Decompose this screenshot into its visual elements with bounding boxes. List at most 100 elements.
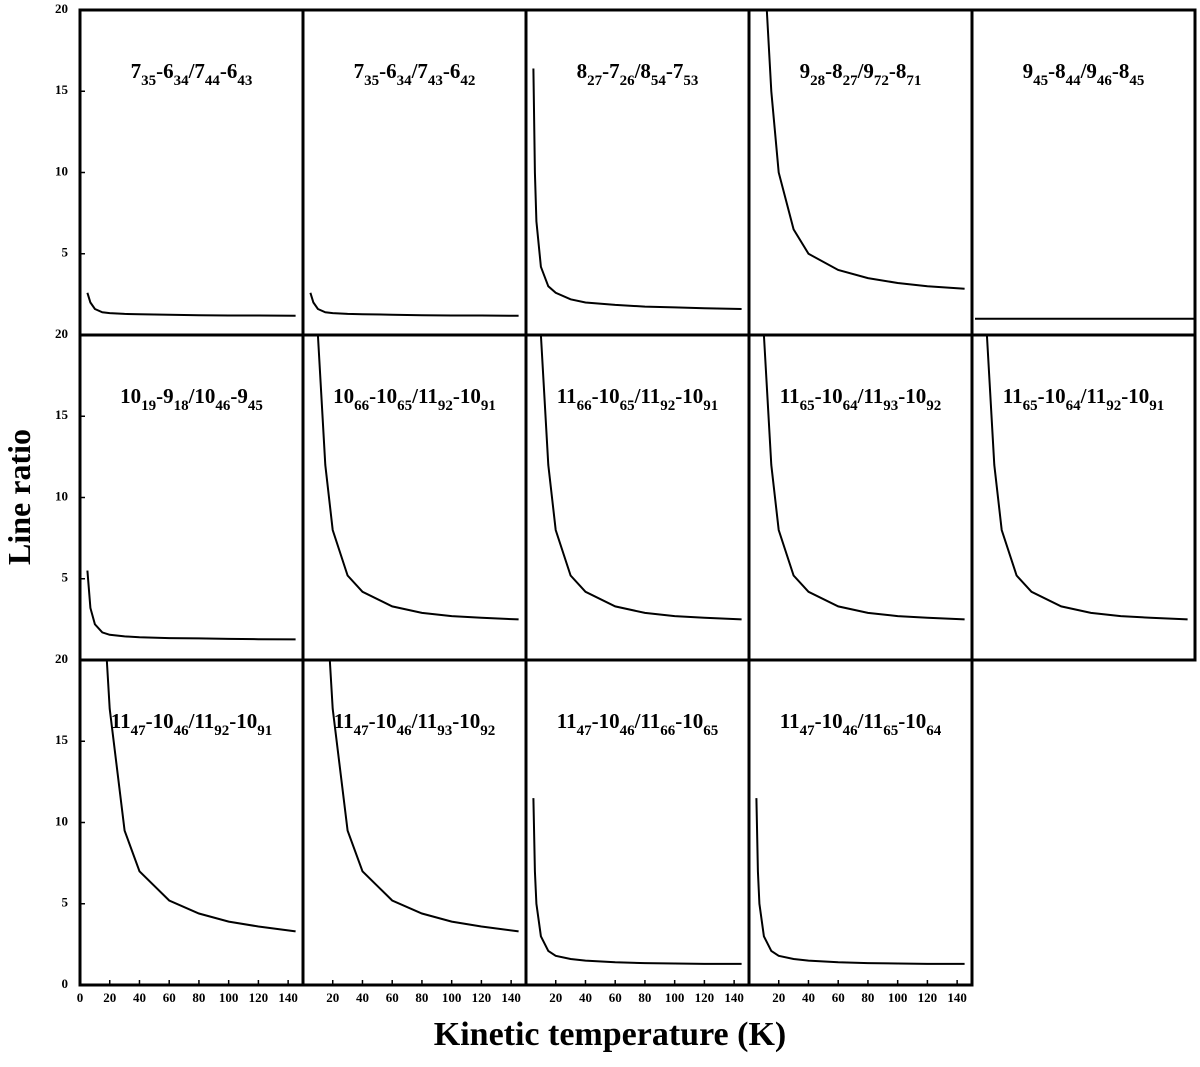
title-subscript: 46 (397, 723, 413, 739)
title-text: -6 (443, 59, 461, 83)
title-subscript: 92 (480, 723, 495, 739)
title-subscript: 46 (215, 398, 231, 414)
title-text: -10 (592, 384, 620, 408)
title-subscript: 65 (703, 723, 718, 739)
title-subscript: 42 (460, 73, 475, 89)
title-text: 11 (1003, 384, 1023, 408)
title-text: -10 (369, 709, 397, 733)
title-text: -10 (1038, 384, 1066, 408)
x-tick-label: 140 (947, 990, 967, 1005)
title-subscript: 34 (397, 73, 413, 89)
title-subscript: 47 (800, 723, 816, 739)
x-tick-label: 120 (918, 990, 938, 1005)
x-tick-label: 20 (103, 990, 116, 1005)
y-tick-label: 5 (62, 245, 69, 260)
title-text: -10 (815, 709, 843, 733)
title-subscript: 45 (248, 398, 263, 414)
curve (532, 68, 742, 310)
title-subscript: 66 (354, 398, 370, 414)
title-text: /8 (634, 59, 651, 83)
title-text: /11 (411, 384, 438, 408)
title-text: 11 (557, 709, 577, 733)
title-text: /11 (1080, 384, 1107, 408)
x-tick-label: 120 (695, 990, 715, 1005)
title-subscript: 35 (141, 73, 156, 89)
title-subscript: 92 (660, 398, 675, 414)
x-tick-label: 60 (609, 990, 622, 1005)
title-subscript: 45 (1033, 73, 1048, 89)
title-subscript: 66 (577, 398, 593, 414)
y-tick-label: 15 (55, 732, 69, 747)
title-text: /9 (857, 59, 874, 83)
y-tick-label: 20 (55, 326, 68, 341)
title-text: -8 (1048, 59, 1066, 83)
title-subscript: 34 (174, 73, 190, 89)
title-text: -9 (230, 384, 248, 408)
x-tick-label: 20 (772, 990, 785, 1005)
title-text: -6 (156, 59, 174, 83)
title-text: 10 (333, 384, 354, 408)
title-subscript: 64 (926, 723, 942, 739)
x-tick-label: 0 (77, 990, 84, 1005)
title-subscript: 47 (577, 723, 593, 739)
title-subscript: 53 (683, 73, 698, 89)
x-tick-label: 100 (442, 990, 462, 1005)
title-subscript: 65 (883, 723, 898, 739)
x-tick-label: 40 (133, 990, 146, 1005)
title-text: /7 (188, 59, 205, 83)
title-text: -10 (229, 709, 257, 733)
title-text: -6 (220, 59, 238, 83)
curve (985, 334, 1188, 621)
x-tick-label: 100 (665, 990, 685, 1005)
title-text: /11 (634, 384, 661, 408)
title-subscript: 26 (620, 73, 636, 89)
title-text: /9 (1080, 59, 1097, 83)
x-tick-label: 80 (415, 990, 428, 1005)
y-tick-label: 20 (55, 651, 68, 666)
y-tick-label: 20 (55, 1, 68, 16)
y-axis-label: Line ratio (1, 429, 37, 565)
panel-title: 735-634/744-643 (131, 59, 253, 89)
title-text: 9 (1023, 59, 1034, 83)
title-text: /11 (634, 709, 661, 733)
title-subscript: 44 (1066, 73, 1082, 89)
x-tick-label: 60 (163, 990, 176, 1005)
title-subscript: 65 (620, 398, 635, 414)
title-text: -10 (898, 384, 926, 408)
x-tick-label: 120 (249, 990, 269, 1005)
title-text: -9 (156, 384, 174, 408)
title-subscript: 92 (214, 723, 229, 739)
title-text: 7 (131, 59, 142, 83)
title-subscript: 92 (1106, 398, 1121, 414)
title-text: 8 (577, 59, 588, 83)
title-subscript: 47 (354, 723, 370, 739)
x-tick-label: 40 (802, 990, 815, 1005)
title-text: 11 (557, 384, 577, 408)
panel-title: 1147-1046/1166-1065 (557, 709, 719, 739)
title-subscript: 65 (397, 398, 412, 414)
title-subscript: 66 (660, 723, 676, 739)
curve (532, 798, 742, 965)
title-text: -8 (825, 59, 843, 83)
title-subscript: 93 (437, 723, 452, 739)
y-tick-label: 5 (62, 570, 69, 585)
title-text: -6 (379, 59, 397, 83)
title-subscript: 91 (1149, 398, 1164, 414)
title-subscript: 35 (364, 73, 379, 89)
curve (105, 659, 296, 933)
x-tick-label: 80 (192, 990, 205, 1005)
title-subscript: 43 (237, 73, 252, 89)
curve (765, 9, 965, 290)
title-subscript: 28 (810, 73, 825, 89)
panel-title: 1165-1064/1192-1091 (1003, 384, 1165, 414)
title-text: -10 (1121, 384, 1149, 408)
title-text: -10 (369, 384, 397, 408)
title-text: /11 (857, 384, 884, 408)
title-text: 11 (334, 709, 354, 733)
title-text: 11 (780, 709, 800, 733)
x-tick-label: 140 (501, 990, 521, 1005)
title-text: -10 (815, 384, 843, 408)
title-subscript: 65 (800, 398, 815, 414)
panel-title: 1165-1064/1193-1092 (780, 384, 942, 414)
title-text: -7 (602, 59, 620, 83)
